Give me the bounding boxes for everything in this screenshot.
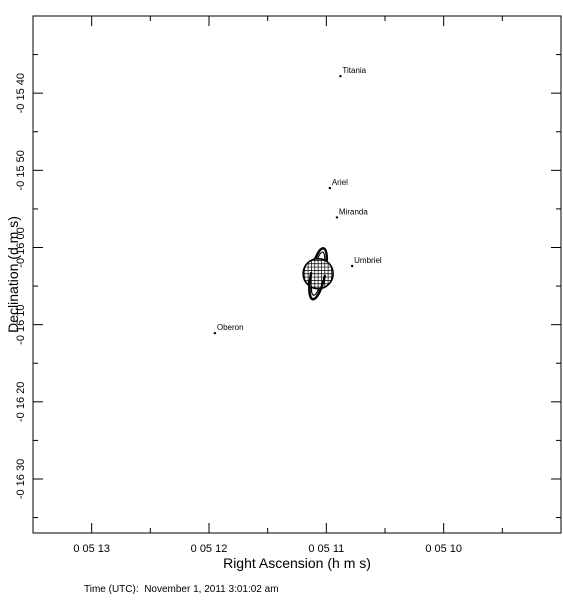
moon-dot-oberon — [213, 331, 217, 335]
moon-dot-titania — [339, 74, 342, 78]
moon-dot-ariel — [328, 186, 332, 190]
moon-label-titania: Titania — [342, 66, 366, 75]
y-tick-label-4: -0 16 20 — [15, 382, 27, 422]
plot-frame — [32, 15, 562, 534]
ring-front-arc — [308, 272, 327, 301]
moon-label-miranda: Miranda — [339, 207, 368, 216]
moon-markers: Titania Ariel Miranda Umbriel Oberon — [213, 66, 382, 335]
moon-label-oberon: Oberon — [217, 323, 244, 332]
moon-label-umbriel: Umbriel — [354, 256, 382, 265]
time-value: November 1, 2011 3:01:02 am — [144, 584, 279, 595]
y-tick-label-5: -0 16 30 — [15, 459, 27, 499]
y-tick-label-2: -0 16 00 — [15, 227, 27, 267]
y-axis-title: Declination (d m s) — [5, 216, 21, 333]
moon-dot-umbriel — [350, 264, 354, 268]
y-tick-label-0: -0 15 40 — [15, 73, 27, 113]
axis-ticks: 0 05 13 0 05 12 0 05 11 0 05 10 -0 15 40 -0 1… — [15, 16, 562, 555]
y-tick-label-1: -0 15 50 — [15, 150, 27, 190]
x-tick-label-0: 0 05 13 — [73, 543, 110, 555]
ring-front — [308, 272, 327, 301]
moon-label-ariel: Ariel — [332, 178, 348, 187]
x-axis-title: Right Ascension (h m s) — [223, 555, 371, 571]
uranus-planet — [302, 247, 334, 301]
time-readout: Time (UTC): November 1, 2011 3:01:02 am — [84, 584, 279, 595]
planet-disk — [302, 257, 334, 290]
x-tick-label-3: 0 05 10 — [425, 543, 462, 555]
y-tick-label-3: -0 16 10 — [15, 304, 27, 344]
x-tick-label-1: 0 05 12 — [191, 543, 228, 555]
time-label: Time (UTC): — [84, 584, 139, 595]
x-tick-label-2: 0 05 11 — [308, 543, 344, 555]
moon-dot-miranda — [335, 216, 339, 219]
